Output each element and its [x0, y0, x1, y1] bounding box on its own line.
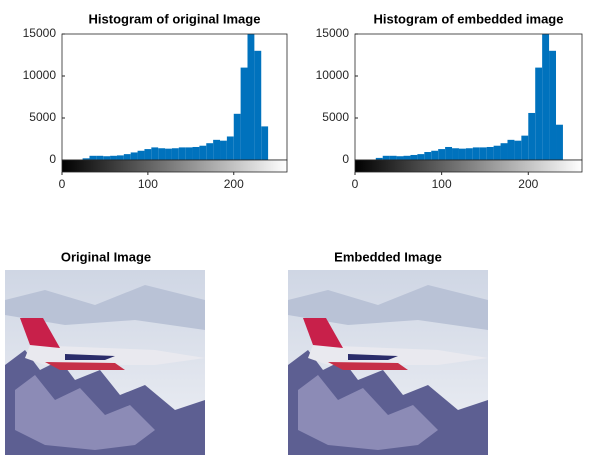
y-tick-label: 0: [49, 152, 56, 166]
figure: 0500010000150000100200Histogram of origi…: [0, 0, 601, 455]
bar: [193, 147, 200, 160]
x-tick-label: 100: [432, 177, 452, 191]
y-tick-label: 5000: [322, 110, 349, 124]
bar: [521, 136, 528, 160]
embedded-image: [288, 270, 488, 455]
bar: [220, 141, 227, 160]
chart-title: Histogram of embedded image: [374, 11, 564, 26]
bar: [96, 156, 103, 160]
y-tick-label: 15000: [23, 26, 57, 40]
bar: [131, 152, 138, 160]
bar: [383, 156, 390, 160]
bar: [247, 30, 254, 160]
y-tick-label: 5000: [29, 110, 56, 124]
bar: [556, 125, 563, 160]
bar: [158, 148, 165, 160]
bar: [438, 149, 445, 160]
bar: [480, 147, 487, 160]
bar: [206, 143, 213, 160]
bar: [410, 155, 417, 160]
bar: [213, 140, 220, 160]
x-tick-label: 0: [59, 177, 66, 191]
image-title: Original Image: [61, 249, 151, 264]
bar: [452, 148, 459, 160]
bar: [390, 156, 397, 160]
bar: [144, 149, 151, 160]
bar: [179, 147, 186, 160]
bar: [227, 136, 234, 160]
bar: [507, 140, 514, 160]
bar: [466, 148, 473, 160]
bar: [549, 51, 556, 160]
histogram-axes: 0 5000 10000 15000 0 100 200 Histogram of origi…: [23, 11, 287, 191]
bar: [241, 68, 248, 160]
bar: [494, 146, 501, 160]
bar: [514, 141, 521, 160]
bar: [138, 151, 145, 160]
bar: [89, 156, 96, 160]
bar: [151, 147, 158, 160]
bar: [234, 114, 241, 160]
bar: [431, 151, 438, 160]
y-tick-label: 10000: [23, 68, 57, 82]
bar: [535, 68, 542, 160]
x-tick-label: 100: [138, 177, 158, 191]
bar: [424, 152, 431, 160]
bar: [542, 30, 549, 160]
x-tick-label: 200: [224, 177, 244, 191]
bar: [459, 149, 466, 160]
original-image: [5, 270, 205, 455]
bar: [103, 156, 110, 160]
bar: [172, 148, 179, 160]
x-tick-label: 0: [352, 177, 359, 191]
bar: [404, 156, 411, 160]
bar: [124, 154, 131, 160]
y-tick-label: 0: [342, 152, 349, 166]
y-tick-label: 15000: [316, 26, 350, 40]
bar: [501, 143, 508, 160]
bar: [165, 149, 172, 160]
bar: [417, 154, 424, 160]
y-tick-label: 10000: [316, 68, 350, 82]
image-title: Embedded Image: [334, 249, 442, 264]
bar: [110, 156, 117, 160]
x-tick-label: 200: [518, 177, 538, 191]
histogram-axes: 0 5000 10000 15000 0 100 200 Histogram of embed…: [316, 11, 582, 191]
bar: [254, 51, 261, 160]
bar: [528, 113, 535, 160]
colorbar: [355, 160, 582, 172]
bar: [261, 126, 268, 160]
bar: [199, 146, 206, 160]
bar: [117, 155, 124, 160]
bar: [473, 147, 480, 160]
bar: [487, 147, 494, 160]
bar: [186, 147, 193, 160]
bar: [445, 147, 452, 160]
bar: [397, 156, 404, 160]
colorbar: [62, 160, 287, 172]
chart-title: Histogram of original Image: [89, 11, 261, 26]
